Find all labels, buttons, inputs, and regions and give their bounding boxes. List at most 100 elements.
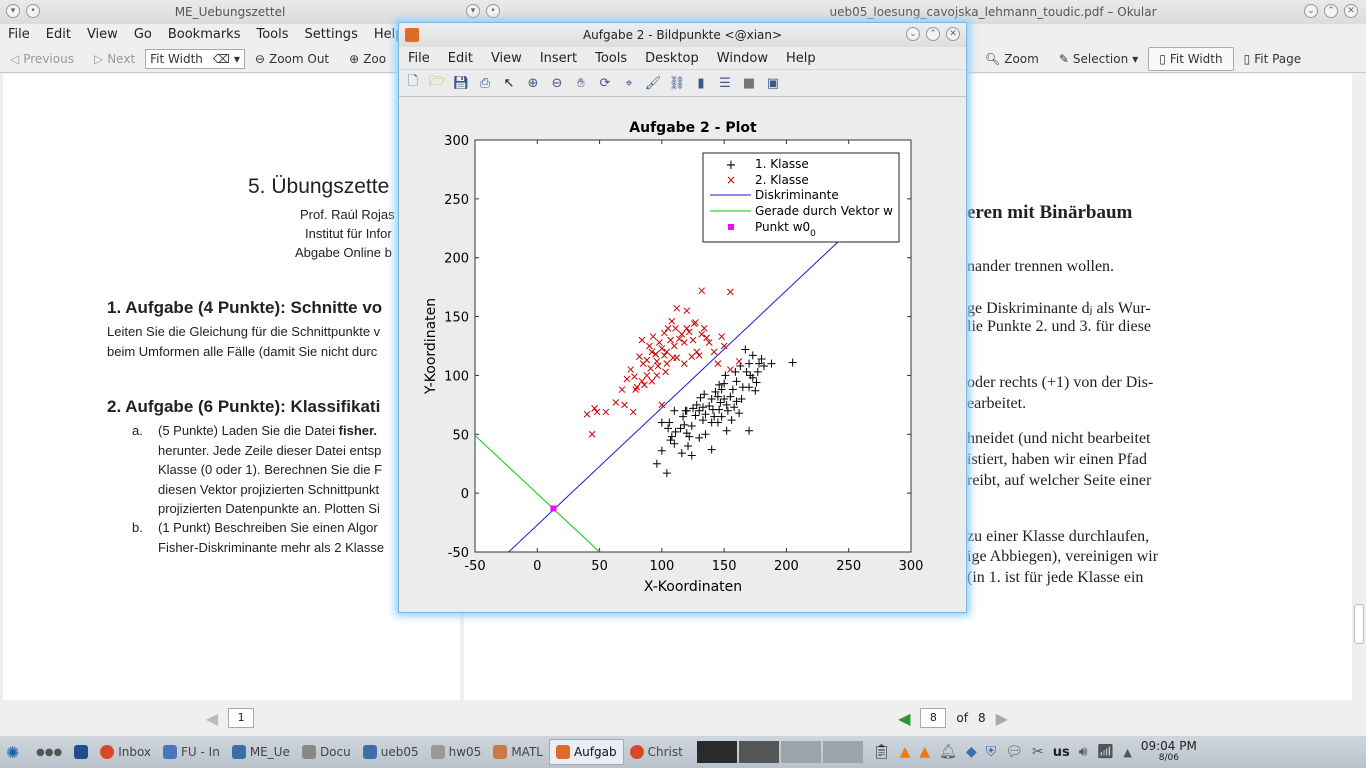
zoom-out-icon[interactable]: ⊖ bbox=[551, 75, 563, 91]
print-icon[interactable]: ⎙ bbox=[479, 75, 491, 91]
close-icon[interactable]: ✕ bbox=[946, 27, 960, 41]
keyboard-layout[interactable]: us bbox=[1052, 744, 1070, 760]
class1-point bbox=[695, 433, 704, 442]
menu-tools[interactable]: Tools bbox=[256, 27, 289, 42]
scroll-thumb[interactable] bbox=[1354, 604, 1364, 644]
class2-point bbox=[653, 372, 661, 379]
class2-point bbox=[649, 333, 657, 340]
maximize-icon[interactable]: ⌃ bbox=[1324, 4, 1338, 18]
menu-bookmarks[interactable]: Bookmarks bbox=[167, 27, 241, 42]
pager-desktop-3[interactable] bbox=[780, 741, 821, 763]
hide-tools-icon[interactable]: ■ bbox=[742, 75, 756, 91]
fig-menu-edit[interactable]: Edit bbox=[447, 50, 473, 66]
edit-plot-icon[interactable]: ↖ bbox=[503, 75, 515, 91]
fig-menu-view[interactable]: View bbox=[490, 50, 522, 66]
x-tick-label: 50 bbox=[591, 559, 608, 574]
pager-desktop-4[interactable] bbox=[822, 741, 863, 763]
volume-icon[interactable]: 🔊︎ bbox=[1078, 744, 1088, 760]
task-docu[interactable]: Docu bbox=[296, 739, 357, 765]
window-menu-icon[interactable]: ▾ bbox=[466, 4, 480, 18]
minimize-icon[interactable]: ⌄ bbox=[1304, 4, 1318, 18]
task1-heading: 1. Aufgabe (4 Punkte): Schnitte vo bbox=[107, 298, 383, 317]
left-page-input[interactable]: 1 bbox=[228, 708, 255, 728]
pin-icon[interactable]: • bbox=[486, 4, 500, 18]
class2-point bbox=[660, 352, 668, 359]
task-hw05[interactable]: hw05 bbox=[425, 739, 488, 765]
selection-button[interactable]: ✎ Selection ▾ bbox=[1058, 51, 1139, 66]
new-figure-icon[interactable]: 🗋 bbox=[407, 74, 419, 89]
shield-icon[interactable]: ⛨ bbox=[985, 744, 997, 760]
minimize-icon[interactable]: ⌄ bbox=[906, 27, 920, 41]
legend-icon[interactable]: ☰ bbox=[719, 75, 731, 91]
brush-icon[interactable]: 🖌︎ bbox=[644, 75, 662, 91]
menu-view[interactable]: View bbox=[86, 27, 118, 42]
zoom-in-icon[interactable]: ⊕ bbox=[527, 75, 539, 91]
menu-edit[interactable]: Edit bbox=[45, 27, 71, 42]
prev-page-icon[interactable]: ◀ bbox=[205, 708, 219, 728]
task-aufgabe[interactable]: Aufgab bbox=[548, 739, 624, 765]
next-page-icon[interactable]: ▶ bbox=[995, 708, 1008, 728]
pager[interactable] bbox=[696, 741, 863, 763]
rotate-icon[interactable]: ⟳ bbox=[599, 75, 611, 91]
zoom-out-button[interactable]: ⊖ Zoom Out bbox=[254, 51, 330, 66]
right-scrollbar[interactable] bbox=[1352, 74, 1366, 700]
start-menu-icon[interactable]: ✺ bbox=[6, 742, 20, 762]
desktop-icon[interactable] bbox=[68, 739, 94, 765]
show-tools-icon[interactable]: ▣ bbox=[766, 75, 780, 91]
open-icon[interactable]: 🗁 bbox=[428, 74, 446, 89]
task2-heading: 2. Aufgabe (6 Punkte): Klassifikati bbox=[107, 397, 381, 416]
clear-icon[interactable]: ⌫ bbox=[212, 51, 230, 66]
prev-page-icon[interactable]: ◀ bbox=[898, 708, 911, 728]
fig-menu-desktop[interactable]: Desktop bbox=[645, 50, 699, 66]
task-inbox[interactable]: Inbox bbox=[94, 739, 157, 765]
zoom-in-button[interactable]: ⊕ Zoo bbox=[349, 51, 387, 66]
menu-go[interactable]: Go bbox=[133, 27, 152, 42]
wifi-icon[interactable]: 📶︎ bbox=[1096, 744, 1115, 760]
fit-page-button[interactable]: ▯ Fit Page bbox=[1243, 51, 1302, 66]
scissors-icon[interactable]: ✂ bbox=[1032, 744, 1044, 760]
fig-menu-file[interactable]: File bbox=[408, 50, 430, 66]
close-icon[interactable]: ✕ bbox=[1344, 4, 1358, 18]
task-fu[interactable]: FU - In bbox=[157, 739, 226, 765]
menu-help[interactable]: Help bbox=[373, 27, 404, 42]
menu-file[interactable]: File bbox=[8, 27, 30, 42]
link-icon[interactable]: ⛓︎ bbox=[668, 75, 686, 91]
tray-expand-icon[interactable]: ▲ bbox=[1123, 745, 1132, 759]
okular-icon bbox=[231, 745, 246, 759]
colorbar-icon[interactable]: ▮ bbox=[697, 75, 705, 91]
previous-button[interactable]: ◁ Previous bbox=[10, 51, 74, 66]
class1-point bbox=[677, 449, 686, 458]
next-button[interactable]: ▷ Next bbox=[93, 51, 136, 66]
fig-menu-tools[interactable]: Tools bbox=[595, 50, 628, 66]
pager-desktop-1[interactable] bbox=[696, 741, 737, 763]
right-page-input[interactable]: 8 bbox=[920, 708, 947, 728]
clipboard-icon[interactable]: 📋︎ bbox=[872, 744, 891, 760]
task-christ[interactable]: Christ bbox=[624, 739, 689, 765]
solution-line-6: hneidet (und nicht bearbeitet bbox=[967, 430, 1151, 447]
chat-icon[interactable]: 💬︎ bbox=[1005, 744, 1024, 760]
dropbox-icon[interactable]: ◆ bbox=[965, 744, 977, 760]
data-cursor-icon[interactable]: ⌖ bbox=[625, 75, 633, 91]
zoom-button[interactable]: 🔍︎ Zoom bbox=[985, 51, 1039, 66]
bell-icon[interactable]: 🔔︎ bbox=[939, 744, 957, 760]
pager-desktop-2[interactable] bbox=[738, 741, 779, 763]
clock[interactable]: 09:04 PM 8/06 bbox=[1141, 740, 1197, 764]
task-ueb05[interactable]: ueb05 bbox=[357, 739, 425, 765]
fig-menu-help[interactable]: Help bbox=[786, 50, 816, 66]
save-icon[interactable]: 💾︎ bbox=[452, 75, 470, 91]
vlc-icon-2[interactable]: ▲ bbox=[919, 744, 931, 760]
window-menu-icon[interactable]: ▾ bbox=[6, 4, 20, 18]
menu-settings[interactable]: Settings bbox=[304, 27, 358, 42]
class1-point bbox=[707, 445, 716, 454]
fit-width-button[interactable]: ▯ Fit Width bbox=[1148, 46, 1234, 71]
fig-menu-insert[interactable]: Insert bbox=[539, 50, 578, 66]
pan-icon[interactable]: ✋︎ bbox=[577, 75, 585, 91]
fig-menu-window[interactable]: Window bbox=[716, 50, 769, 66]
vlc-icon[interactable]: ▲ bbox=[899, 744, 911, 760]
task-me-ue[interactable]: ME_Ue bbox=[226, 739, 296, 765]
zoom-select[interactable]: Fit Width ⌫ ▾ bbox=[145, 48, 245, 69]
task-matlab[interactable]: MATL bbox=[487, 739, 549, 765]
activities-icon[interactable]: ●●● bbox=[36, 746, 63, 758]
maximize-icon[interactable]: ⌃ bbox=[926, 27, 940, 41]
pin-icon[interactable]: • bbox=[26, 4, 40, 18]
